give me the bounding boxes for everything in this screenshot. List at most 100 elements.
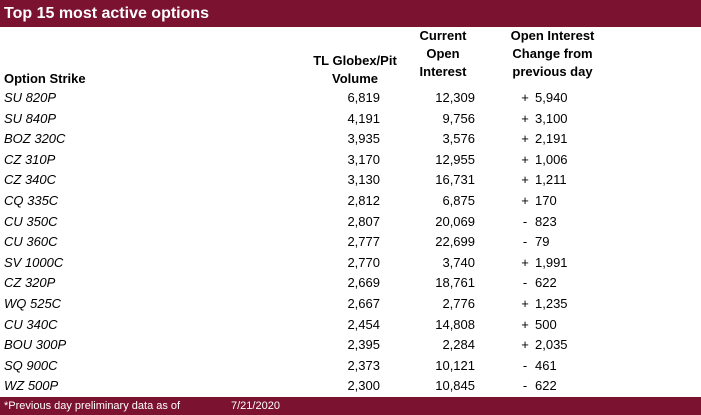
volume: 2,770 (347, 254, 380, 270)
table-row: CU 360C 2,777 22,699 -79 (0, 232, 701, 253)
option-strike: SU 820P (4, 90, 57, 105)
volume: 4,191 (347, 110, 380, 126)
option-strike: CU 360C (4, 234, 58, 250)
table-row: SU 840P 4,191 9,756 +3,100 (0, 109, 701, 130)
table-row: BOZ 320C 3,935 3,576 +2,191 (0, 129, 701, 150)
oi-change: 2,191 (535, 131, 568, 147)
table-row: CU 350C 2,807 20,069 -823 (0, 212, 701, 233)
change-sign: + (521, 337, 529, 353)
change-sign: - (522, 275, 528, 291)
option-strike: SU 840P (4, 110, 57, 126)
open-interest: 16,731 (435, 172, 475, 188)
option-strike: CZ 340C (4, 172, 57, 188)
volume: 3,170 (347, 151, 380, 167)
volume: 3,130 (347, 172, 380, 188)
change-sign: + (521, 192, 529, 208)
oi-change: 79 (535, 234, 550, 250)
oi-change: 1,991 (535, 254, 568, 270)
change-sign: + (521, 131, 529, 147)
open-interest: 12,955 (435, 151, 475, 167)
change-sign: + (521, 254, 529, 270)
option-strike: CU 350C (4, 213, 58, 229)
open-interest: 3,576 (442, 131, 475, 147)
change-sign: + (521, 90, 529, 105)
oi-change: 823 (535, 213, 557, 229)
oi-change: 1,235 (535, 295, 568, 311)
change-sign: - (522, 234, 528, 250)
table-row: WZ 500P 2,300 10,845 -622 (0, 376, 701, 397)
change-sign: + (521, 316, 529, 332)
table-row: CQ 335C 2,812 6,875 +170 (0, 191, 701, 212)
volume: 2,667 (347, 295, 380, 311)
header-open-interest: Current Open Interest (408, 27, 478, 81)
oi-change: 1,211 (535, 172, 567, 188)
option-strike: CZ 320P (4, 275, 56, 291)
oi-change: 622 (535, 275, 557, 291)
header-volume-line-2: Volume (332, 71, 378, 86)
table-row: WQ 525C 2,667 2,776 +1,235 (0, 294, 701, 315)
option-strike: CZ 310P (4, 151, 56, 167)
open-interest: 6,875 (442, 192, 475, 208)
oi-change: 3,100 (535, 110, 568, 126)
footer-note: *Previous day preliminary data as of (4, 400, 181, 412)
volume: 2,373 (347, 357, 380, 373)
oi-change: 170 (535, 192, 557, 208)
volume: 6,819 (347, 90, 380, 105)
option-strike: BOZ 320C (4, 131, 66, 147)
open-interest: 18,761 (435, 275, 475, 291)
header-oi-change-line-3: previous day (512, 64, 593, 79)
table-row: CU 340C 2,454 14,808 +500 (0, 315, 701, 336)
volume: 2,669 (347, 275, 380, 291)
oi-change: 5,940 (535, 90, 568, 105)
header-option-strike: Option Strike (4, 71, 86, 86)
oi-change: 500 (535, 316, 557, 332)
open-interest: 2,284 (442, 337, 475, 353)
volume: 3,935 (347, 131, 380, 147)
open-interest: 12,309 (435, 90, 475, 105)
option-strike: CQ 335C (4, 192, 59, 208)
open-interest: 10,121 (435, 357, 475, 373)
open-interest: 2,776 (442, 295, 475, 311)
oi-change: 2,035 (535, 337, 568, 353)
change-sign: - (522, 357, 528, 373)
change-sign: + (521, 151, 529, 167)
change-sign: + (521, 172, 529, 188)
header-oi-change: Open Interest Change from previous day (490, 27, 615, 81)
open-interest: 9,756 (442, 110, 475, 126)
option-strike: WZ 500P (4, 378, 59, 394)
volume: 2,395 (347, 337, 380, 353)
volume: 2,777 (347, 234, 380, 250)
table-row: BOU 300P 2,395 2,284 +2,035 (0, 335, 701, 356)
header-oi-change-line-1: Open Interest (510, 28, 595, 43)
header-open-interest-line-3: Interest (419, 64, 467, 79)
table-row: CZ 320P 2,669 18,761 -622 (0, 273, 701, 294)
table-title: Top 15 most active options (0, 0, 701, 27)
header-oi-change-line-2: Change from (512, 46, 593, 61)
oi-change: 622 (535, 378, 557, 394)
footer-bar: *Previous day preliminary data as of 7/2… (0, 397, 701, 415)
footer-date: 7/21/2020 (231, 400, 280, 412)
oi-change: 1,006 (535, 151, 568, 167)
table-row: SU 820P 6,819 12,309 +5,940 (0, 88, 701, 109)
change-sign: + (521, 110, 529, 126)
change-sign: - (522, 378, 528, 394)
change-sign: + (521, 295, 529, 311)
option-strike: SQ 900C (4, 357, 58, 373)
table-row: CZ 340C 3,130 16,731 +1,211 (0, 170, 701, 191)
header-volume-line-1: TL Globex/Pit (313, 53, 397, 68)
volume: 2,300 (347, 378, 380, 394)
option-strike: CU 340C (4, 316, 58, 332)
header-volume: TL Globex/Pit Volume (300, 52, 410, 88)
change-sign: - (522, 213, 528, 229)
open-interest: 3,740 (442, 254, 475, 270)
open-interest: 20,069 (435, 213, 475, 229)
table-row: SV 1000C 2,770 3,740 +1,991 (0, 253, 701, 274)
table-row: CZ 310P 3,170 12,955 +1,006 (0, 150, 701, 171)
table-row: SQ 900C 2,373 10,121 -461 (0, 356, 701, 377)
oi-change: 461 (535, 357, 557, 373)
option-strike: WQ 525C (4, 295, 62, 311)
open-interest: 14,808 (435, 316, 475, 332)
volume: 2,454 (347, 316, 380, 332)
header-open-interest-line-1: Current (419, 28, 467, 43)
options-table-body: SU 820P 6,819 12,309 +5,940 SU 840P 4,191 9,7… (0, 88, 701, 397)
